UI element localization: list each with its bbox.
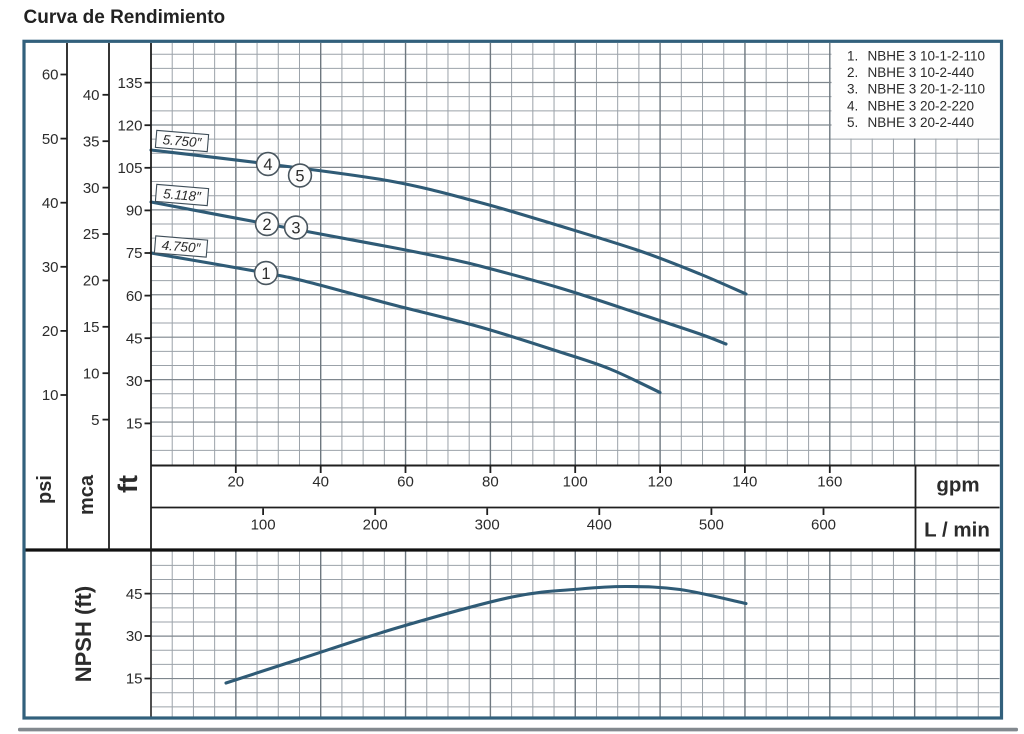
svg-text:2.: 2. xyxy=(847,65,858,80)
svg-text:50: 50 xyxy=(42,131,59,148)
svg-text:300: 300 xyxy=(475,517,500,534)
svg-text:30: 30 xyxy=(126,628,143,645)
svg-text:ft: ft xyxy=(113,475,143,493)
svg-text:15: 15 xyxy=(83,319,100,336)
svg-text:35: 35 xyxy=(83,133,100,150)
svg-text:20: 20 xyxy=(83,273,100,290)
svg-text:4.: 4. xyxy=(847,98,858,113)
svg-text:600: 600 xyxy=(811,517,836,534)
svg-text:40: 40 xyxy=(312,474,329,491)
svg-text:60: 60 xyxy=(397,474,414,491)
svg-text:5: 5 xyxy=(91,412,99,429)
svg-text:75: 75 xyxy=(126,245,143,262)
svg-text:20: 20 xyxy=(42,323,59,340)
svg-text:5: 5 xyxy=(295,167,304,185)
svg-text:30: 30 xyxy=(126,373,143,390)
svg-text:120: 120 xyxy=(117,117,142,134)
svg-text:120: 120 xyxy=(648,474,673,491)
svg-text:105: 105 xyxy=(117,160,142,177)
svg-text:45: 45 xyxy=(126,586,143,603)
svg-text:2: 2 xyxy=(262,216,271,234)
svg-text:1.: 1. xyxy=(847,49,858,64)
svg-text:40: 40 xyxy=(83,87,100,104)
svg-text:L / min: L / min xyxy=(924,519,990,542)
svg-text:400: 400 xyxy=(587,517,612,534)
svg-text:NPSH (ft): NPSH (ft) xyxy=(71,586,96,683)
svg-text:160: 160 xyxy=(817,474,842,491)
svg-text:100: 100 xyxy=(251,517,276,534)
svg-text:25: 25 xyxy=(83,226,100,243)
svg-text:30: 30 xyxy=(42,259,59,276)
svg-text:45: 45 xyxy=(126,330,143,347)
svg-text:40: 40 xyxy=(42,195,59,212)
svg-text:140: 140 xyxy=(732,474,757,491)
svg-text:5.750″: 5.750″ xyxy=(162,132,203,150)
svg-text:10: 10 xyxy=(83,365,100,382)
svg-text:mca: mca xyxy=(76,474,98,515)
svg-text:4.750″: 4.750″ xyxy=(161,238,202,256)
svg-text:15: 15 xyxy=(126,416,143,433)
svg-text:3: 3 xyxy=(291,219,300,237)
svg-text:100: 100 xyxy=(563,474,588,491)
svg-text:NBHE 3 10-2-440: NBHE 3 10-2-440 xyxy=(868,65,975,80)
svg-text:Curva de Rendimiento: Curva de Rendimiento xyxy=(24,7,226,28)
svg-text:NBHE 3 20-2-440: NBHE 3 20-2-440 xyxy=(868,115,975,130)
svg-text:3.: 3. xyxy=(847,82,858,97)
svg-text:135: 135 xyxy=(117,75,142,92)
svg-text:90: 90 xyxy=(126,203,143,220)
svg-text:10: 10 xyxy=(42,387,59,404)
svg-text:4: 4 xyxy=(263,156,272,174)
svg-text:200: 200 xyxy=(363,517,388,534)
svg-text:60: 60 xyxy=(42,67,59,84)
svg-text:5.: 5. xyxy=(847,115,858,130)
svg-text:psi: psi xyxy=(34,475,56,504)
svg-text:NBHE 3 10-1-2-110: NBHE 3 10-1-2-110 xyxy=(868,49,986,64)
svg-text:5.118″: 5.118″ xyxy=(163,186,203,204)
svg-text:60: 60 xyxy=(126,288,143,305)
svg-text:20: 20 xyxy=(227,474,244,491)
svg-text:gpm: gpm xyxy=(936,474,979,497)
svg-text:500: 500 xyxy=(699,517,724,534)
svg-text:1: 1 xyxy=(261,265,270,283)
svg-text:NBHE 3 20-2-220: NBHE 3 20-2-220 xyxy=(868,98,975,113)
svg-text:30: 30 xyxy=(83,180,100,197)
svg-text:15: 15 xyxy=(126,671,143,688)
svg-text:NBHE 3 20-1-2-110: NBHE 3 20-1-2-110 xyxy=(868,82,986,97)
svg-text:80: 80 xyxy=(482,474,499,491)
